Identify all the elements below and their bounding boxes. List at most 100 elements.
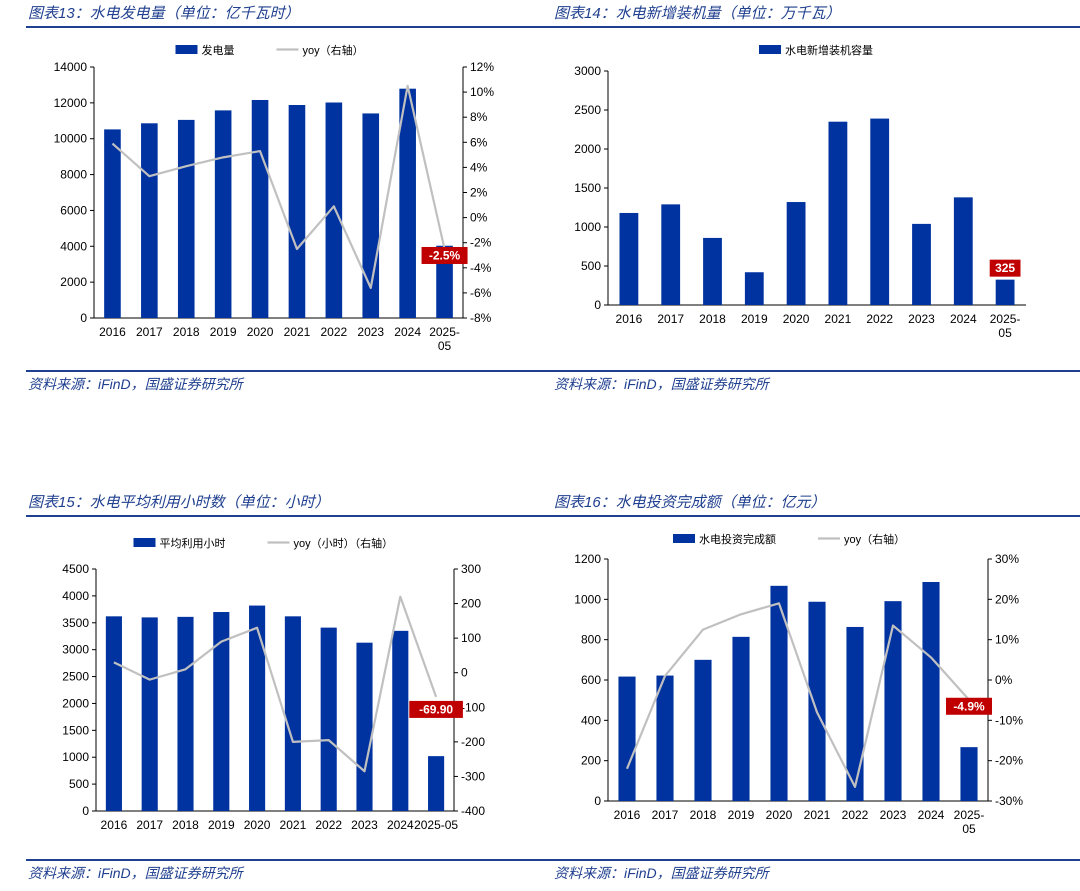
x-tick-label: 2018 (699, 312, 726, 326)
x-tick-label: 2022 (315, 818, 342, 832)
y-tick-label-right: 8% (470, 110, 488, 124)
x-tick-label: 2016 (616, 312, 643, 326)
chart-title: 图表16：水电投资完成额（单位：亿元） (554, 494, 826, 511)
legend-label: 水电新增装机容量 (785, 43, 873, 57)
y-tick-label-left: 3000 (574, 64, 601, 78)
y-tick-label-right: 0% (995, 673, 1013, 687)
x-tick-label: 2024 (394, 325, 421, 339)
x-tick-label: 2021 (804, 808, 831, 822)
bar (619, 212, 639, 305)
bar (141, 123, 158, 318)
bar (828, 121, 848, 305)
y-tick-label-left: 800 (581, 633, 601, 647)
y-tick-label-right: 10% (995, 633, 1019, 647)
x-tick-label: 2022 (866, 312, 893, 326)
source-rule (26, 859, 555, 861)
chart-area: 0 500 1000 1500 2000 2500 3000 3500 4000 4500 -400… (26, 517, 555, 859)
y-tick-label-left: 0 (594, 298, 601, 312)
bar (288, 105, 306, 318)
source-rule (552, 859, 1080, 861)
y-tick-label-left: 2000 (574, 142, 601, 156)
x-tick-label: 2023 (880, 808, 907, 822)
y-tick-label-right: 12% (470, 60, 494, 74)
chart-svg: 050010001500200025003000350040004500-400… (62, 536, 485, 832)
chart-title: 图表14：水电新增装机量（单位：万千瓦） (554, 5, 841, 22)
x-tick-label: 2022 (320, 325, 347, 339)
legend: 水电新增装机容量 (759, 43, 873, 57)
y-tick-label-left: 500 (69, 777, 89, 791)
y-tick-label-right: -10% (995, 713, 1023, 727)
bar (325, 102, 343, 319)
bar (177, 616, 194, 811)
legend: 平均利用小时 yoy（小时）（右轴） (133, 536, 394, 550)
x-tick-label: 2017 (136, 325, 163, 339)
bar (808, 601, 826, 801)
x-tick-label: 2023 (357, 325, 384, 339)
y-tick-label-left: 1500 (62, 723, 89, 737)
x-tick-label: 2017 (136, 818, 163, 832)
callout-box (409, 700, 463, 718)
x-tick-label: 2020 (244, 818, 271, 832)
y-tick-label-right: 10% (470, 85, 494, 99)
chart-panel-hydro-utilization-hours: 图表15：水电平均利用小时数（单位：小时） 0 500 1000 1500 2000 25… (26, 489, 555, 889)
x-tick-label: 2024 (387, 818, 414, 832)
y-tick-label-left: 2000 (60, 275, 87, 289)
bar (703, 237, 722, 305)
y-tick-label-right: 2% (470, 186, 488, 200)
callout-box (946, 697, 992, 715)
y-tick-label-left: 3500 (62, 616, 89, 630)
legend-label: yoy（小时）（右轴） (294, 536, 394, 550)
bar (960, 747, 978, 801)
bar (884, 601, 902, 801)
bar (744, 272, 764, 305)
legend-swatch-bar (133, 538, 156, 547)
bar (214, 110, 232, 318)
bar (251, 99, 269, 318)
y-tick-label-left: 4000 (62, 589, 89, 603)
bar (953, 197, 973, 305)
x-tick-label: 2020 (783, 312, 810, 326)
x-tick-label: 2018 (173, 325, 200, 339)
x-tick-label: 2023 (908, 312, 935, 326)
bar (618, 676, 636, 801)
y-tick-label-left: 2000 (62, 696, 89, 710)
legend-label: yoy（右轴） (303, 43, 364, 57)
title-rule (26, 26, 555, 28)
bar (870, 118, 890, 305)
x-tick-label: 2019 (741, 312, 768, 326)
x-tick-label: 2019 (208, 818, 235, 832)
chart-source: 资料来源：iFinD，国盛证券研究所 (554, 865, 769, 881)
y-tick-label-left: 200 (581, 754, 601, 768)
callout-label: 325 (995, 261, 1015, 275)
bar (249, 605, 266, 811)
y-tick-label-right: 4% (470, 160, 488, 174)
bar (104, 129, 121, 318)
y-tick-label-right: -400 (461, 804, 485, 818)
chart-title: 图表13：水电发电量（单位：亿千瓦时） (28, 5, 300, 22)
y-tick-label-left: 1000 (62, 750, 89, 764)
bar (656, 675, 674, 801)
legend-label: 发电量 (202, 43, 235, 57)
x-tick-label: 2016 (101, 818, 128, 832)
y-tick-label-right: 20% (995, 592, 1019, 606)
chart-source: 资料来源：iFinD，国盛证券研究所 (28, 376, 243, 392)
bar (105, 616, 122, 811)
legend-swatch-bar (175, 45, 198, 54)
y-tick-label-right: 6% (470, 135, 488, 149)
x-tick-label: 2016 (614, 808, 641, 822)
x-tick-label: 2021 (284, 325, 311, 339)
bar (320, 627, 337, 811)
x-tick-label: 2025-05 (990, 312, 1021, 340)
chart-svg: 0 2000 4000 6000 8000 10000 12000 14000 -8% -6% -4… (54, 43, 495, 353)
x-tick-label: 2025-05 (954, 808, 985, 836)
y-tick-label-left: 2500 (62, 670, 89, 684)
chart-panel-hydro-investment: 图表16：水电投资完成额（单位：亿元） 0 200 400 600 800 1000 120… (552, 489, 1080, 889)
bar (177, 119, 195, 318)
bar (392, 630, 409, 811)
chart-area: 0 200 400 600 800 1000 1200 -30% -20% -10% 0% 10% 20… (552, 517, 1080, 859)
y-tick-label-right: -4% (470, 261, 492, 275)
chart-title: 图表15：水电平均利用小时数（单位：小时） (28, 494, 330, 511)
series-line (113, 595, 438, 773)
chart-panel-hydro-generation: 图表13：水电发电量（单位：亿千瓦时） 0 2000 4000 6000 8000 100… (26, 0, 555, 400)
chart-svg: 0 500 1000 1500 2000 2500 3000 2016 2017 2018 2019… (574, 43, 1026, 340)
